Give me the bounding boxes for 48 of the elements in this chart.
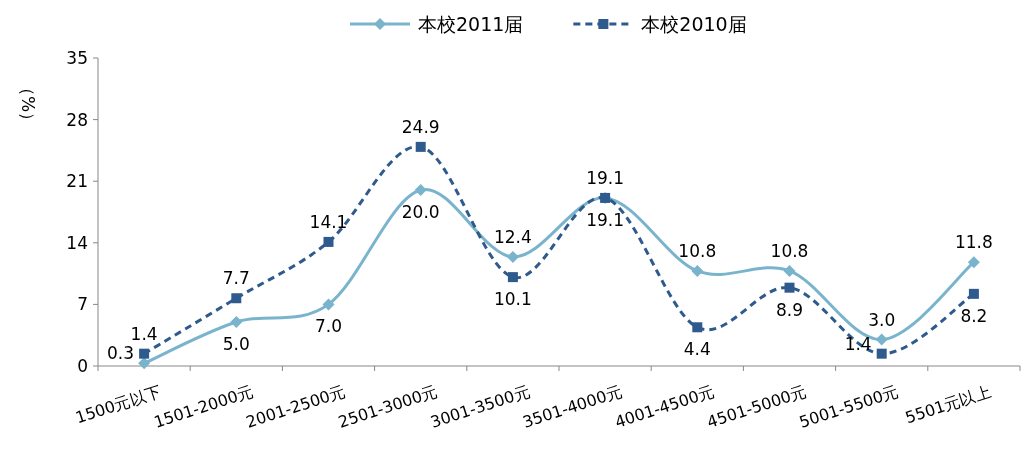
data-label: 10.8: [770, 240, 809, 261]
point: [692, 322, 703, 333]
data-label: 7.0: [314, 316, 343, 337]
y-tick-label: 21: [66, 171, 88, 192]
point: [414, 184, 427, 196]
y-tick-label: 0: [77, 356, 88, 376]
data-label: 10.8: [678, 240, 717, 261]
point: [968, 288, 979, 299]
data-label: 7.7: [222, 268, 250, 289]
point: [139, 348, 150, 359]
y-tick-label: 28: [66, 109, 88, 130]
point: [138, 357, 151, 370]
data-label: 10.1: [493, 289, 532, 310]
data-label: 14.1: [309, 211, 348, 232]
data-label: 19.1: [586, 209, 625, 230]
point: [322, 298, 335, 311]
data-label: 24.9: [401, 116, 440, 137]
point: [507, 272, 518, 283]
data-label: 1.4: [844, 333, 872, 354]
point: [231, 293, 242, 304]
point: [783, 264, 796, 277]
data-label: 11.8: [954, 232, 993, 253]
point: [415, 141, 426, 152]
data-label: 8.9: [775, 299, 804, 320]
y-tick-label: 14: [66, 232, 88, 253]
data-label: 19.1: [586, 167, 625, 188]
data-label: 1.4: [130, 323, 158, 344]
x-tick-label: 5501元以上: [902, 381, 994, 428]
legend-label: 本校2011届: [418, 13, 524, 35]
point: [230, 316, 243, 328]
point: [784, 282, 795, 293]
legend-label: 本校2010届: [641, 13, 747, 35]
data-label: 20.0: [401, 202, 440, 222]
point: [967, 256, 980, 269]
point: [691, 264, 704, 277]
point: [875, 333, 888, 346]
data-label: 5.0: [222, 334, 250, 354]
y-tick-label: 35: [66, 48, 88, 68]
data-label: 0.3: [107, 343, 135, 364]
data-label: 3.0: [868, 309, 896, 330]
point: [323, 236, 334, 247]
point: [876, 348, 887, 359]
data-label: 12.4: [493, 226, 532, 247]
data-label: 4.4: [683, 339, 711, 360]
point: [506, 250, 519, 263]
data-label: 8.2: [960, 305, 988, 326]
y-axis-title: （%）: [18, 78, 38, 130]
y-tick-label: 7: [77, 294, 88, 315]
